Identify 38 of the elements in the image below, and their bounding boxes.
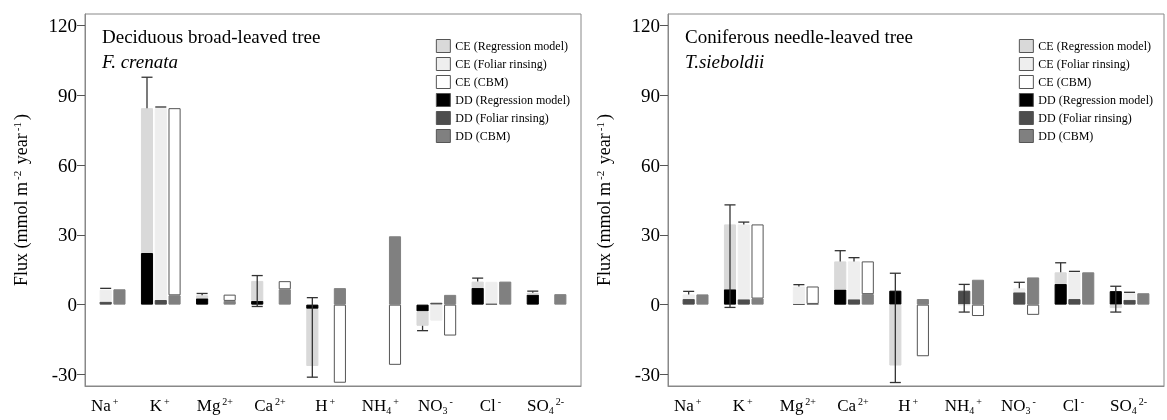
y-tick-label: 120: [48, 15, 77, 37]
legend-label: CE (Regression model): [455, 39, 569, 53]
x-tick-label: K+: [149, 395, 171, 415]
text: Deciduous broad-leaved tree: [102, 26, 321, 47]
y-tick-label: 90: [58, 84, 77, 106]
x-tick-label: Cl-: [1062, 395, 1085, 415]
text: Coniferous needle-leaved tree: [685, 26, 913, 47]
legend-label: DD (Foliar rinsing): [1038, 111, 1132, 125]
y-tick-label: -30: [51, 363, 77, 385]
y-tick-label: 90: [641, 84, 660, 106]
x-tick-label: H+: [315, 395, 336, 415]
y-tick-label: 120: [631, 15, 660, 37]
y-tick-label: -30: [634, 363, 660, 385]
x-tick-label: Cl-: [479, 395, 502, 415]
x-tick-label: H+: [898, 395, 919, 415]
legend-label: CE (Foliar rinsing): [1038, 57, 1130, 71]
text: T.sieboldii: [685, 51, 765, 72]
legend-label: CE (CBM): [455, 75, 509, 89]
y-tick-label: 30: [58, 224, 77, 246]
x-tick-label: K+: [732, 395, 754, 415]
y-tick-label: 0: [650, 294, 660, 316]
legend-label: CE (Regression model): [1038, 39, 1152, 53]
x-tick-label: Na+: [90, 395, 119, 415]
y-axis-title: Flux (mmol m-2 year-1): [593, 114, 615, 286]
legend-label: CE (CBM): [1038, 75, 1092, 89]
y-tick-label: 0: [67, 294, 77, 316]
y-axis-title: Flux (mmol m-2 year-1): [10, 114, 32, 286]
legend-label: DD (Regression model): [1038, 93, 1154, 107]
legend-label: DD (CBM): [1038, 129, 1094, 143]
text: F. crenata: [101, 51, 178, 72]
legend-label: CE (Foliar rinsing): [455, 57, 547, 71]
x-tick-label: Na+: [673, 395, 702, 415]
legend-label: DD (CBM): [455, 129, 511, 143]
legend-label: DD (Regression model): [455, 93, 571, 107]
y-tick-label: 60: [641, 154, 660, 176]
legend-label: DD (Foliar rinsing): [455, 111, 549, 125]
y-tick-label: 60: [58, 154, 77, 176]
y-tick-label: 30: [641, 224, 660, 246]
